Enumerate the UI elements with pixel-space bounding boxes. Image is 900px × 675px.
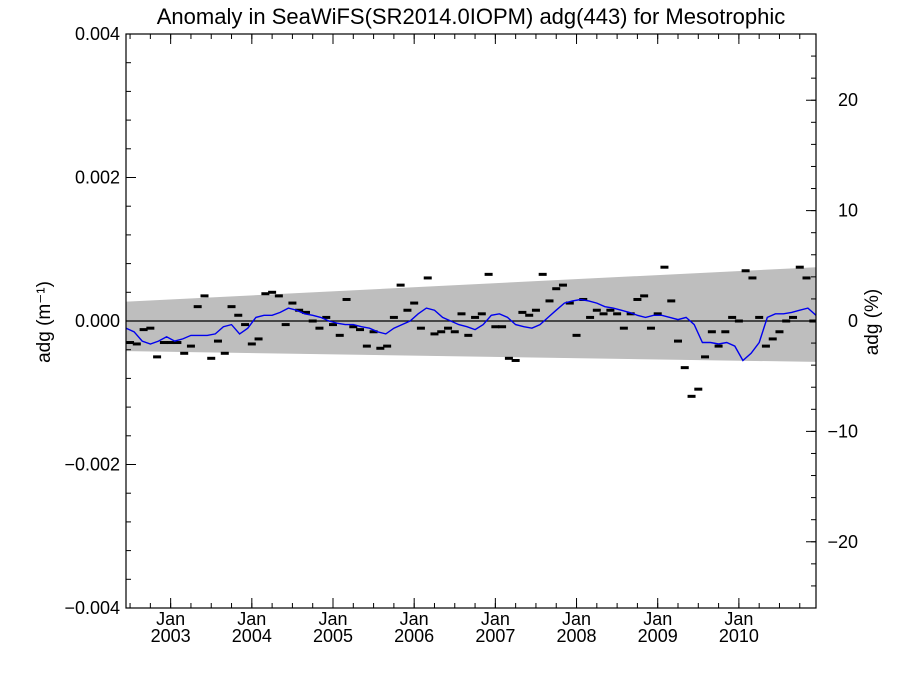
x-tick-label-year: 2004	[232, 626, 272, 646]
x-tick-label-month: Jan	[643, 609, 672, 629]
x-tick-label-year: 2003	[151, 626, 191, 646]
smoothed-series-line	[126, 298, 816, 362]
y-axis-label: adg (m⁻¹)	[34, 281, 55, 363]
x-tick-label-year: 2006	[394, 626, 434, 646]
x-tick-label-month: Jan	[724, 609, 753, 629]
y-tick-label: −0.004	[64, 598, 120, 618]
y-tick-label: −0.002	[64, 455, 120, 475]
x-tick-label-month: Jan	[237, 609, 266, 629]
x-tick-label-month: Jan	[481, 609, 510, 629]
y2-tick-label: 10	[838, 201, 858, 221]
x-tick-label-year: 2009	[638, 626, 678, 646]
uncertainty-band	[126, 267, 816, 362]
chart-title: Anomaly in SeaWiFS(SR2014.0IOPM) adg(443…	[157, 4, 785, 29]
plot-area	[126, 265, 816, 398]
y2-axis-label: adg (%)	[862, 289, 883, 356]
y2-tick-label: 20	[838, 90, 858, 110]
x-tick-label-month: Jan	[400, 609, 429, 629]
y2-tick-label: −20	[827, 532, 858, 552]
y-tick-label: 0.002	[75, 168, 120, 188]
x-tick-label-month: Jan	[156, 609, 185, 629]
plot-content	[126, 265, 816, 398]
y2-tick-label: 0	[848, 311, 858, 331]
x-tick-label-year: 2007	[475, 626, 515, 646]
x-tick-label-year: 2005	[313, 626, 353, 646]
x-tick-label-year: 2008	[557, 626, 597, 646]
axes: −0.004 −0.002 0.000 0.002 0.004 −20 −10 0 10 20 Ja…	[64, 24, 858, 646]
y-tick-label: 0.004	[75, 24, 120, 44]
y2-tick-label: −10	[827, 421, 858, 441]
x-tick-label-year: 2010	[719, 626, 759, 646]
y-tick-label: 0.000	[75, 311, 120, 331]
x-tick-label-month: Jan	[318, 609, 347, 629]
x-tick-label-month: Jan	[562, 609, 591, 629]
